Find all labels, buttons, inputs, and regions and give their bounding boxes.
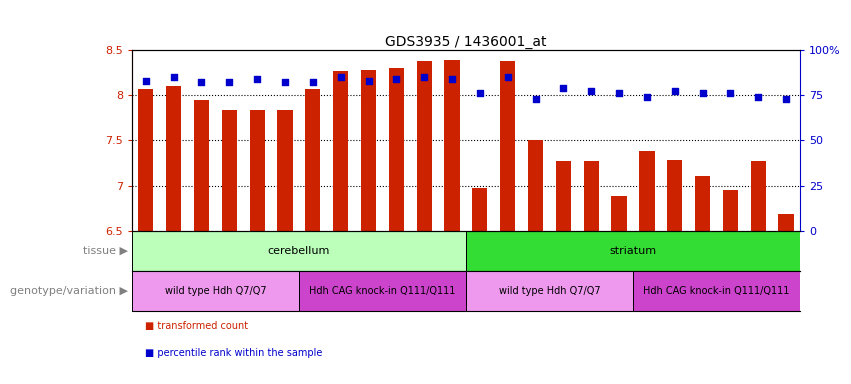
Text: Hdh CAG knock-in Q111/Q111: Hdh CAG knock-in Q111/Q111 (643, 286, 790, 296)
Point (390, 76, 403, 82)
Bar (299, 271, 466, 311)
Bar (472, 188, 488, 231)
Bar (751, 161, 766, 231)
Bar (194, 99, 209, 231)
Bar (221, 111, 237, 231)
Bar (584, 161, 599, 231)
Point (222, 79, 236, 86)
Bar (389, 68, 404, 231)
Bar (695, 177, 711, 231)
Point (723, 90, 737, 96)
Point (557, 85, 570, 91)
Text: striatum: striatum (609, 246, 656, 256)
Text: wild type Hdh Q7/Q7: wild type Hdh Q7/Q7 (164, 286, 266, 296)
Bar (466, 231, 800, 271)
Point (250, 76, 264, 82)
Point (417, 74, 431, 80)
Text: genotype/variation ▶: genotype/variation ▶ (9, 286, 128, 296)
Point (668, 88, 682, 94)
Point (696, 90, 710, 96)
Bar (416, 61, 431, 231)
Point (751, 94, 765, 100)
Text: Hdh CAG knock-in Q111/Q111: Hdh CAG knock-in Q111/Q111 (309, 286, 455, 296)
Bar (639, 151, 654, 231)
Bar (633, 271, 800, 311)
Point (612, 90, 625, 96)
Bar (611, 196, 626, 231)
Bar (466, 271, 633, 311)
Point (278, 79, 292, 86)
Bar (249, 111, 265, 231)
Title: GDS3935 / 1436001_at: GDS3935 / 1436001_at (386, 35, 546, 49)
Point (445, 76, 459, 82)
Bar (500, 61, 516, 231)
Bar (132, 271, 299, 311)
Point (306, 79, 320, 86)
Text: cerebellum: cerebellum (268, 246, 330, 256)
Point (473, 90, 487, 96)
Text: ■ transformed count: ■ transformed count (145, 321, 248, 331)
Point (780, 96, 793, 102)
Text: wild type Hdh Q7/Q7: wild type Hdh Q7/Q7 (499, 286, 600, 296)
Bar (779, 214, 794, 231)
Point (334, 74, 347, 80)
Bar (528, 140, 543, 231)
Bar (361, 70, 376, 231)
Bar (333, 71, 348, 231)
Point (167, 74, 180, 80)
Bar (556, 161, 571, 231)
Point (585, 88, 598, 94)
Point (640, 94, 654, 100)
Bar (138, 89, 153, 231)
Point (362, 78, 375, 84)
Text: tissue ▶: tissue ▶ (83, 246, 128, 256)
Point (528, 96, 542, 102)
Point (195, 79, 208, 86)
Point (139, 78, 152, 84)
Bar (722, 190, 738, 231)
Bar (277, 111, 293, 231)
Bar (132, 231, 466, 271)
Bar (306, 89, 321, 231)
Point (501, 74, 515, 80)
Bar (667, 160, 683, 231)
Bar (444, 60, 460, 231)
Bar (166, 86, 181, 231)
Text: ■ percentile rank within the sample: ■ percentile rank within the sample (145, 348, 322, 358)
